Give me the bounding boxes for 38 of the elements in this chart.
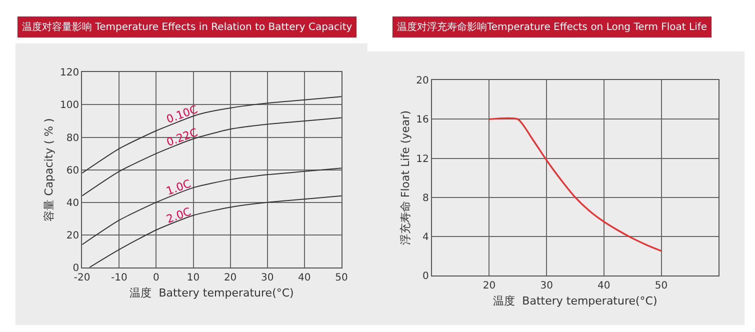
x-tick-label: 40 (298, 272, 311, 284)
y-tick-label: 16 (416, 114, 429, 126)
x-tick-label: 10 (186, 272, 200, 284)
y-tick-label: 80 (66, 132, 80, 144)
x-tick-label: 30 (540, 280, 553, 292)
x-tick-label: 0 (153, 272, 160, 284)
y-axis-title: 浮充寿命 Float Life (year) (398, 110, 412, 246)
x-axis-title: 温度 Battery temperature(°C) (493, 294, 658, 308)
y-tick-label: 60 (66, 165, 80, 176)
x-tick-label: 30 (260, 272, 274, 284)
y-tick-label: 20 (66, 230, 80, 242)
x-tick-label: -20 (74, 272, 90, 284)
text: 0.10C (164, 102, 200, 126)
line-series (89, 195, 342, 268)
y-tick-label: 120 (60, 68, 80, 79)
x-tick-label: -10 (110, 272, 128, 284)
x-tick-label: 50 (654, 280, 668, 292)
y-tick-label: 100 (60, 100, 80, 112)
line-series (82, 96, 342, 174)
line-series (488, 117, 662, 252)
y-tick-label: 20 (416, 76, 429, 87)
x-tick-label: 40 (598, 280, 610, 292)
text: 2.0C (164, 205, 194, 226)
chart-title: 温度对浮充寿命影响Temperature Effects on Long Term Float Life (397, 21, 708, 33)
x-tick-label: 20 (482, 280, 496, 292)
x-tick-label: 20 (224, 272, 237, 284)
line-series (82, 168, 342, 246)
y-tick-label: 4 (422, 232, 429, 243)
y-tick-label: 0 (72, 262, 80, 274)
y-tick-label: 40 (66, 198, 80, 209)
text: 0.22C (164, 126, 200, 150)
y-axis-title: 容量 Capacity ( % ) (42, 118, 56, 222)
x-axis-title: 温度 Battery temperature(°C) (130, 286, 294, 300)
y-tick-label: 8 (422, 192, 429, 204)
x-tick-label: 50 (335, 272, 348, 284)
chart-title: 温度对容量影响 Temperature Effects in Relation to Battery Capacity (22, 21, 352, 33)
y-tick-label: 12 (416, 154, 429, 165)
text: 1.0C (164, 177, 193, 198)
